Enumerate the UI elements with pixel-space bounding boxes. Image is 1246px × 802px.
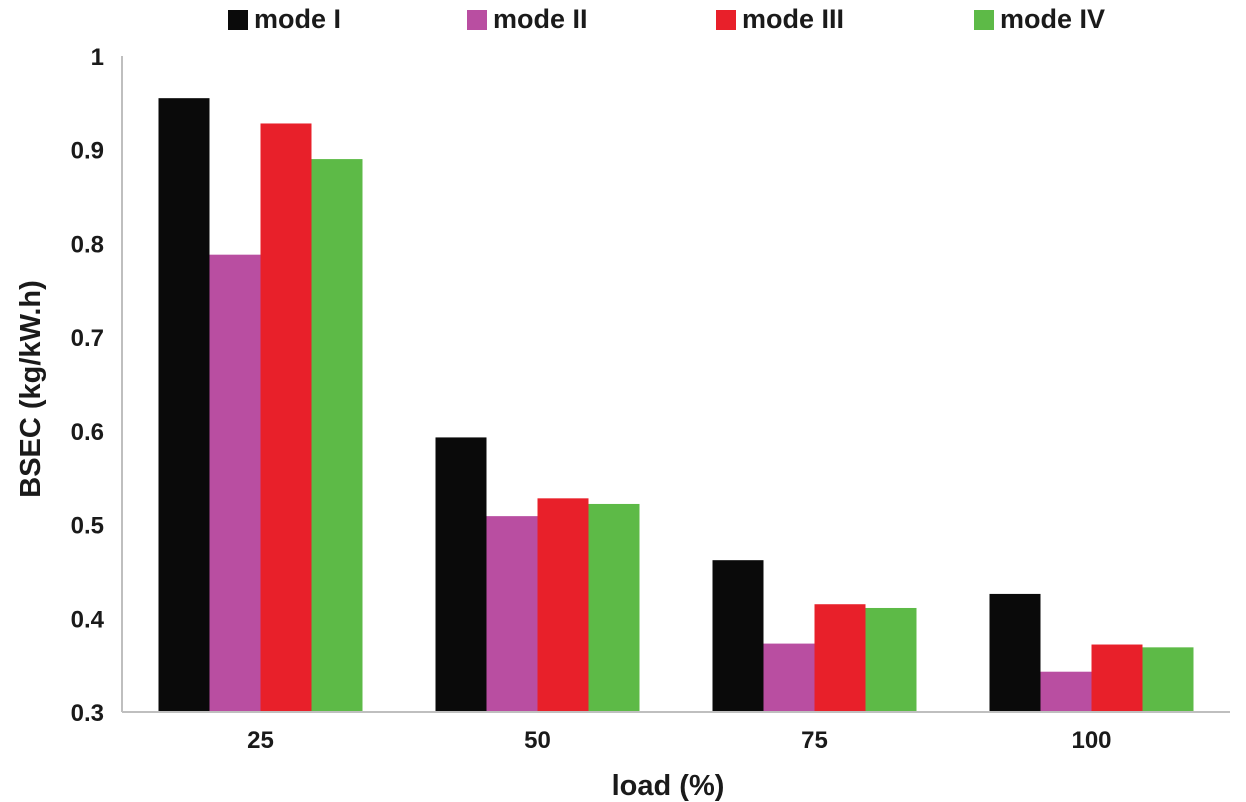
bar-mode-iv-75 [865,607,917,712]
bar-mode-iv-50 [588,503,640,712]
legend-item-mode-i: mode I [228,4,341,35]
y-tick-label: 1 [91,44,104,71]
legend-swatch-mode-ii [467,9,487,30]
x-tick-label: 75 [801,727,828,754]
x-tick-label: 50 [524,727,551,754]
legend-label-mode-ii: mode II [493,4,588,34]
bar-mode-i-25 [158,98,210,712]
y-tick-label: 0.6 [71,419,104,446]
bar-mode-ii-25 [209,254,261,712]
x-tick-label: 25 [247,727,274,754]
legend: mode I mode II mode III mode IV [0,0,1246,34]
legend-swatch-mode-iv [974,9,994,30]
y-tick-label: 0.5 [71,513,104,540]
bar-mode-iii-100 [1091,644,1143,712]
legend-item-mode-iv: mode IV [974,4,1105,35]
bar-mode-ii-100 [1040,671,1092,712]
legend-item-mode-ii: mode II [467,4,588,35]
legend-swatch-mode-iii [716,9,736,30]
x-tick-label: 100 [1071,727,1111,754]
legend-item-mode-iii: mode III [716,4,844,35]
legend-label-mode-iii: mode III [742,4,845,34]
bar-mode-i-50 [435,437,487,712]
bar-mode-i-75 [712,560,764,712]
bar-mode-iv-100 [1142,647,1194,712]
x-axis-title: load (%) [612,770,725,802]
y-tick-label: 0.7 [71,325,104,352]
bar-mode-iii-50 [537,498,589,712]
legend-label-mode-iv: mode IV [1000,4,1106,34]
bar-mode-iii-25 [260,123,312,712]
bar-mode-iii-75 [814,604,866,712]
y-tick-label: 0.8 [71,231,104,258]
bar-mode-i-100 [989,593,1041,712]
y-tick-label: 0.3 [71,700,104,727]
y-axis-title: BSEC (kg/kW.h) [15,280,47,498]
bar-mode-ii-75 [763,643,815,712]
legend-swatch-mode-i [228,9,248,30]
legend-label-mode-i: mode I [254,4,342,34]
y-tick-label: 0.9 [71,138,104,165]
y-tick-label: 0.4 [71,606,105,633]
bar-mode-ii-50 [486,516,538,712]
bar-mode-iv-25 [311,159,363,713]
